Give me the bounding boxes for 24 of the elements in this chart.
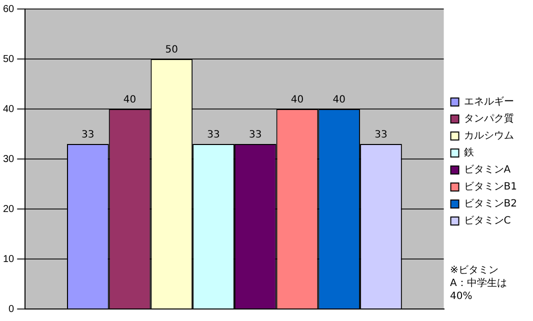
legend-label: 鉄 (464, 146, 474, 159)
text: ※ビタミンA：中学生は40% (450, 264, 508, 303)
data-label: 33 (249, 130, 262, 141)
legend-label: タンパク質 (464, 112, 514, 125)
legend-label: ビタミンB2 (464, 198, 518, 210)
y-tick-label: 30 (3, 154, 15, 165)
y-tick-label: 20 (3, 204, 15, 215)
y-tick-label: 50 (3, 54, 15, 65)
data-label: 33 (207, 130, 220, 141)
y-tick-label: 0 (8, 304, 15, 315)
y-tick-label: 10 (3, 254, 15, 265)
data-label: 33 (82, 130, 94, 141)
data-label: 40 (123, 94, 136, 106)
y-tick-label: 60 (3, 4, 15, 15)
data-label: 50 (165, 44, 178, 56)
y-tick-label: 40 (3, 104, 15, 115)
legend-label: カルシウム (464, 130, 514, 142)
legend-label: ビタミンA (464, 164, 511, 176)
data-label: 40 (290, 94, 304, 106)
legend-label: ビタミンB1 (464, 182, 518, 193)
data-label: 33 (374, 130, 388, 141)
data-label: 40 (332, 94, 346, 106)
legend-label: ビタミンC (464, 216, 511, 227)
legend-label: エネルギー (464, 96, 514, 108)
